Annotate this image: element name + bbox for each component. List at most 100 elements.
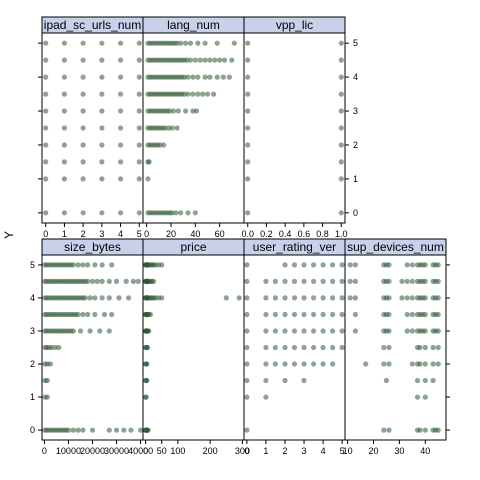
x-tick-label: 4 <box>321 446 326 456</box>
data-point <box>136 57 142 63</box>
data-point <box>435 427 441 433</box>
data-point <box>414 377 421 384</box>
data-point <box>320 278 326 284</box>
data-point <box>339 262 345 268</box>
data-point <box>244 311 250 318</box>
data-point <box>87 295 93 301</box>
x-tick-label: 20000 <box>80 446 105 456</box>
data-point <box>211 91 217 97</box>
data-point <box>43 210 49 216</box>
data-point <box>80 176 86 182</box>
data-point <box>43 91 49 97</box>
x-tick-label: 40000 <box>128 446 153 456</box>
x-tick-label: 10000 <box>56 446 81 456</box>
data-point <box>106 427 112 433</box>
data-point <box>422 311 428 318</box>
data-point <box>311 311 317 318</box>
x-tick-label: 0 <box>244 446 249 456</box>
data-point <box>94 278 100 284</box>
data-point <box>80 91 86 97</box>
data-point <box>106 278 112 284</box>
data-point <box>291 262 298 268</box>
data-point <box>422 295 428 301</box>
data-point <box>190 91 196 97</box>
data-point <box>220 74 226 80</box>
data-point <box>99 108 105 114</box>
x-tick-label: 0 <box>43 229 48 239</box>
x-tick-label: 1 <box>263 446 268 456</box>
data-point <box>263 377 269 384</box>
data-point <box>126 295 132 301</box>
data-point <box>118 159 124 165</box>
strip-label: user_rating_ver <box>253 240 336 254</box>
data-point <box>75 311 81 318</box>
x-tick-label: 40 <box>420 446 430 456</box>
data-point <box>56 344 62 351</box>
data-point <box>61 40 67 46</box>
data-point <box>70 262 76 268</box>
data-point <box>99 142 105 148</box>
data-point <box>330 295 336 301</box>
data-point <box>185 210 191 216</box>
panel-vpp-lic: vpp_lic 0.0 0.2 0.4 0.6 0.8 1.0 0 1 2 3 4 5 <box>241 16 358 239</box>
data-point <box>174 40 180 46</box>
y-tick-label: 5 <box>353 38 358 48</box>
strip-label: size_bytes <box>64 240 121 254</box>
data-point <box>136 91 142 97</box>
data-point <box>272 361 278 367</box>
data-point <box>197 57 203 63</box>
data-point <box>301 361 307 367</box>
data-point <box>118 74 124 80</box>
data-point <box>89 278 96 284</box>
data-point <box>144 344 151 351</box>
data-point <box>136 176 142 182</box>
data-point <box>169 210 175 216</box>
data-point <box>320 361 326 367</box>
x-tick-label: 0.2 <box>260 229 273 239</box>
data-point <box>146 328 152 334</box>
data-point <box>193 108 200 114</box>
data-point <box>87 328 93 334</box>
data-point <box>291 311 298 318</box>
data-point <box>80 57 86 63</box>
data-point <box>422 394 428 400</box>
data-point <box>118 57 124 63</box>
data-point <box>245 74 251 80</box>
data-point <box>80 74 86 80</box>
data-point <box>301 295 307 301</box>
data-point <box>338 74 344 80</box>
data-point <box>301 344 307 351</box>
data-point <box>70 427 76 433</box>
data-point <box>330 361 336 367</box>
data-point <box>80 262 86 268</box>
data-point <box>422 427 428 433</box>
data-point <box>204 91 211 97</box>
data-point <box>338 142 344 148</box>
data-point <box>128 427 134 433</box>
data-point <box>195 74 201 80</box>
data-point <box>422 278 428 284</box>
data-point <box>320 344 326 351</box>
data-point <box>226 74 232 80</box>
data-point <box>386 311 392 318</box>
data-point <box>187 40 194 46</box>
data-point <box>404 295 410 301</box>
x-tick-label: 30000 <box>104 446 129 456</box>
data-point <box>118 125 124 131</box>
data-point <box>263 361 269 367</box>
data-point <box>430 377 436 384</box>
data-point <box>339 328 345 334</box>
panel-border <box>243 32 346 224</box>
data-point <box>89 427 96 433</box>
data-point <box>109 262 115 268</box>
data-point <box>422 262 428 268</box>
x-tick-label: 3 <box>302 446 307 456</box>
data-point <box>106 295 112 301</box>
x-tick-label: 0.4 <box>279 229 292 239</box>
data-point <box>404 262 410 268</box>
data-point <box>99 278 105 284</box>
y-tick-label: 2 <box>353 140 358 150</box>
data-point <box>49 344 55 351</box>
data-point <box>338 57 344 63</box>
